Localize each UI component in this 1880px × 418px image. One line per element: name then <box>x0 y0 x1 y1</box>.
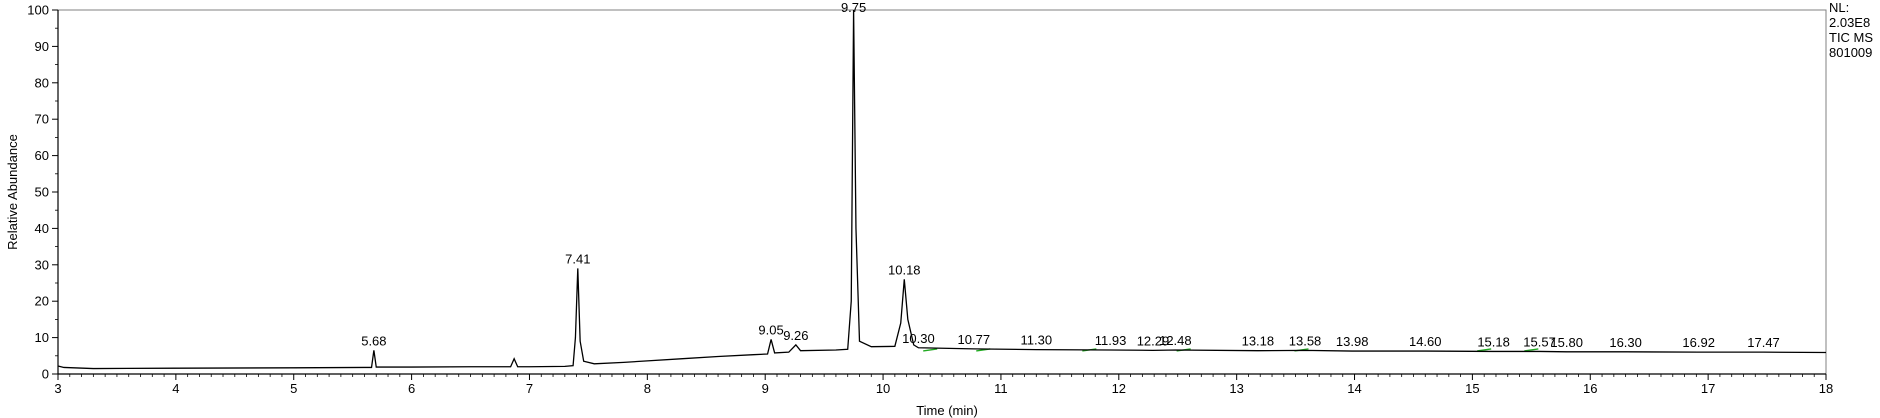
x-tick-label: 9 <box>762 381 769 396</box>
y-tick-label: 30 <box>35 257 49 272</box>
peak-label: 7.41 <box>565 251 590 266</box>
peak-label: 13.98 <box>1336 334 1369 349</box>
y-tick-label: 20 <box>35 294 49 309</box>
x-tick-label: 5 <box>290 381 297 396</box>
x-tick-label: 18 <box>1819 381 1833 396</box>
axes: 3 4 5 6 7 8 9 10 11 12 13 14 15 16 17 18 0 10 20 30 40 50 60 70… <box>27 3 1833 397</box>
x-tick-label: 13 <box>1229 381 1243 396</box>
peak-label: 9.26 <box>783 328 808 343</box>
y-tick-label: 50 <box>35 185 49 200</box>
peak-label: 15.18 <box>1477 334 1510 349</box>
info-line: 2.03E8 <box>1829 15 1870 30</box>
y-tick-label: 10 <box>35 330 49 345</box>
peak-label: 10.77 <box>958 332 991 347</box>
x-tick-label: 4 <box>172 381 179 396</box>
x-tick-label: 3 <box>54 381 61 396</box>
plot-area <box>58 10 1826 374</box>
y-tick-label: 100 <box>27 3 49 18</box>
integration-mark <box>1477 348 1492 352</box>
peak-label: 12.48 <box>1159 333 1192 348</box>
peak-label: 16.92 <box>1682 335 1715 350</box>
y-tick-label: 0 <box>42 367 49 382</box>
info-line: NL: <box>1829 0 1849 15</box>
peak-label: 16.30 <box>1609 335 1642 350</box>
x-tick-label: 17 <box>1701 381 1715 396</box>
peak-label: 13.58 <box>1289 333 1322 348</box>
peak-label: 14.60 <box>1409 334 1442 349</box>
y-tick-label: 60 <box>35 148 49 163</box>
peak-label: 5.68 <box>361 333 386 348</box>
info-line: 801009 <box>1829 45 1872 60</box>
y-axis-title: Relative Abundance <box>5 134 20 250</box>
peak-label: 11.30 <box>1021 333 1053 348</box>
x-tick-label: 15 <box>1465 381 1479 396</box>
x-tick-label: 7 <box>526 381 533 396</box>
peak-label: 17.47 <box>1747 335 1780 350</box>
peak-label: 13.18 <box>1242 334 1275 349</box>
peak-label: 15.80 <box>1550 335 1583 350</box>
peak-label: 9.75 <box>841 0 866 15</box>
integration-mark <box>923 348 938 352</box>
tic-trace <box>57 9 1827 370</box>
y-tick-label: 70 <box>35 112 49 127</box>
y-tick-label: 80 <box>35 75 49 90</box>
y-tick-label: 90 <box>35 39 49 54</box>
x-tick-label: 12 <box>1112 381 1126 396</box>
peak-label: 11.93 <box>1095 333 1127 348</box>
y-tick-label: 40 <box>35 221 49 236</box>
info-line: TIC MS <box>1829 30 1873 45</box>
x-tick-label: 11 <box>994 381 1008 396</box>
x-tick-label: 14 <box>1347 381 1361 396</box>
peak-label: 9.05 <box>758 322 783 337</box>
x-tick-label: 10 <box>876 381 890 396</box>
peak-label: 15.57 <box>1523 334 1556 349</box>
integration-mark <box>1524 348 1539 352</box>
peak-label: 10.18 <box>888 262 921 277</box>
x-axis-title: Time (min) <box>916 403 978 418</box>
peak-label: 12.29 <box>1137 333 1170 348</box>
x-tick-label: 16 <box>1583 381 1597 396</box>
peak-labels: 5.68 7.41 9.05 9.26 9.75 10.18 10.30 10.77 11.30… <box>361 0 1780 350</box>
x-tick-label: 6 <box>408 381 415 396</box>
peak-label: 10.30 <box>902 331 935 346</box>
x-tick-label: 8 <box>644 381 651 396</box>
